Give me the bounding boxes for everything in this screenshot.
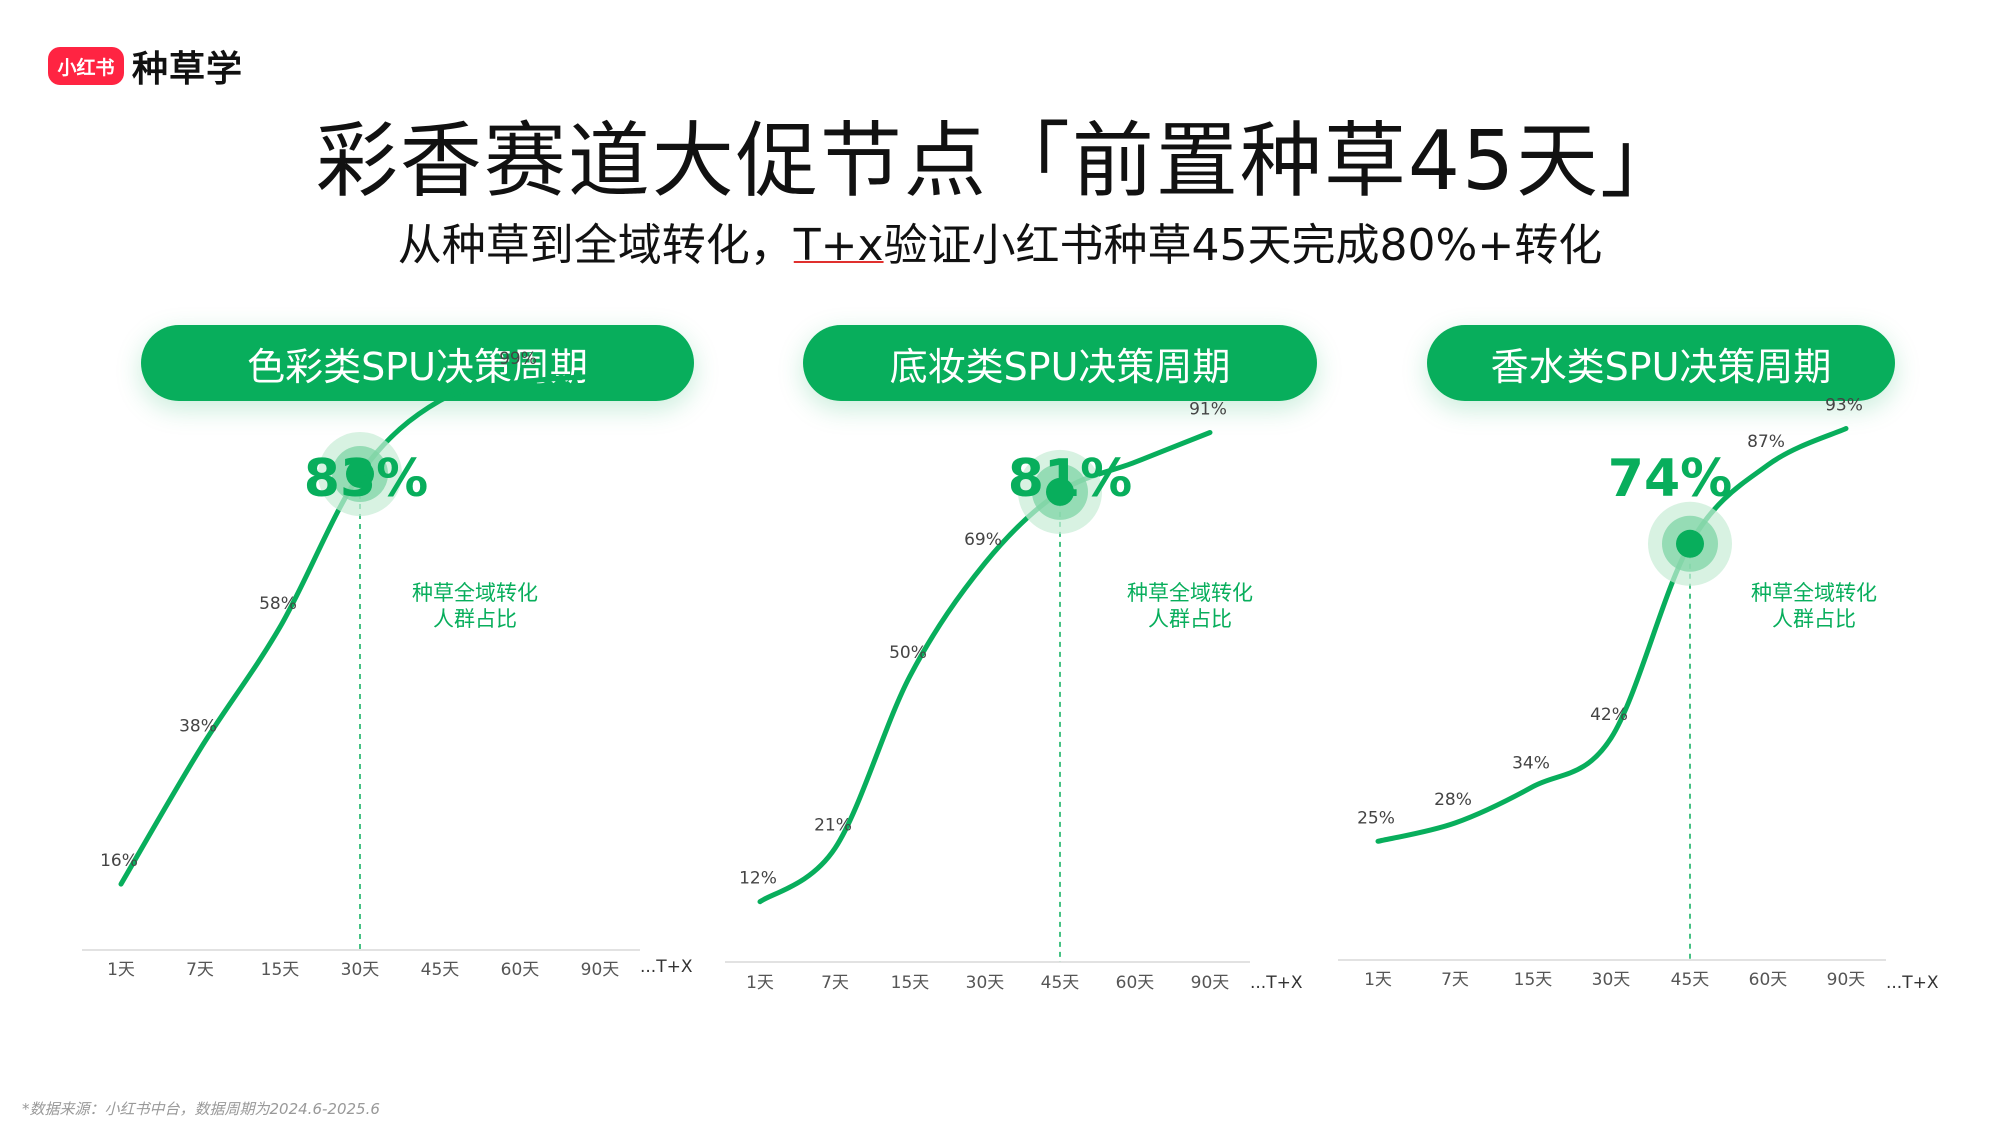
x-tick-label: 45天 (421, 960, 460, 980)
highlight-value-label: 83% (304, 449, 428, 509)
point-value-label: 28% (1434, 790, 1472, 810)
highlight-marker-dot (1676, 529, 1704, 558)
series-line (118, 373, 603, 887)
point-value-label: 93% (1825, 396, 1863, 416)
x-tick-label: 7天 (821, 973, 849, 993)
x-tick-label: 15天 (261, 960, 300, 980)
x-tick-label: 1天 (1364, 970, 1392, 990)
page-title: 彩香赛道大促节点「前置种草45天」 (315, 114, 1685, 209)
point-value-label: 38% (179, 716, 217, 736)
brand-logo: 小红书 种草学 (48, 40, 243, 92)
x-tick-label: 7天 (1441, 970, 1469, 990)
point-value-label: 25% (1357, 808, 1395, 828)
panel-title-color: 色彩类SPU决策周期 (141, 325, 694, 401)
highlight-annotation-line: 种草全域转化 (1127, 581, 1253, 605)
x-tick-label: 45天 (1041, 973, 1080, 993)
x-axis-tail-label: ...T+X (1886, 973, 1939, 993)
point-value-label: 58% (259, 594, 297, 614)
point-value-label: 87% (1747, 432, 1785, 452)
x-axis-tail-label: ...T+X (640, 957, 693, 977)
subtitle-suffix: 验证小红书种草45天完成80%+转化 (883, 220, 1603, 271)
x-tick-label: 1天 (107, 960, 135, 980)
x-tick-label: 15天 (1514, 970, 1553, 990)
x-tick-label: 1天 (746, 973, 774, 993)
page-subtitle: 从种草到全域转化，T+x验证小红书种草45天完成80%+转化 (0, 216, 2000, 276)
highlight-annotation-line: 人群占比 (1148, 607, 1232, 631)
x-tick-label: 90天 (1827, 970, 1866, 990)
series-line (1375, 426, 1849, 844)
point-value-label: 34% (1512, 754, 1550, 774)
point-value-label: 50% (889, 643, 927, 663)
point-value-label: 69% (964, 530, 1002, 550)
highlight-value-label: 81% (1008, 449, 1132, 509)
point-value-label: 21% (814, 815, 852, 835)
highlight-annotation-line: 种草全域转化 (1751, 581, 1877, 605)
panel-title-foundation: 底妆类SPU决策周期 (803, 325, 1317, 401)
x-tick-label: 90天 (581, 960, 620, 980)
x-axis-tail-label: ...T+X (1250, 973, 1303, 993)
subtitle-prefix: 从种草到全域转化， (397, 220, 794, 271)
x-tick-label: 90天 (1191, 973, 1230, 993)
x-tick-label: 45天 (1671, 970, 1710, 990)
x-tick-label: 30天 (341, 960, 380, 980)
highlight-marker-dot (346, 460, 374, 488)
highlight-marker-dot (1046, 477, 1074, 506)
x-tick-label: 7天 (186, 960, 214, 980)
x-tick-label: 30天 (1592, 970, 1631, 990)
brand-name: 种草学 (132, 49, 244, 90)
point-value-label: 42% (1590, 705, 1628, 725)
highlight-annotation-line: 种草全域转化 (412, 581, 538, 605)
point-value-label: 99% (499, 349, 537, 369)
x-tick-label: 60天 (501, 960, 540, 980)
x-tick-label: 60天 (1116, 973, 1155, 993)
x-tick-label: 30天 (966, 973, 1005, 993)
xiaohongshu-badge: 小红书 (48, 47, 124, 85)
point-value-label: 91% (1189, 400, 1227, 420)
highlight-value-label: 74% (1608, 449, 1732, 509)
x-tick-label: 15天 (891, 973, 930, 993)
highlight-annotation-line: 人群占比 (433, 607, 517, 631)
point-value-label: 16% (100, 851, 138, 871)
footnote: *数据来源：小红书中台，数据周期为2024.6-2025.6 (22, 1100, 380, 1118)
series-line (757, 430, 1213, 905)
point-value-label: 12% (739, 869, 777, 889)
highlight-annotation-line: 人群占比 (1772, 607, 1856, 631)
x-tick-label: 60天 (1749, 970, 1788, 990)
panel-title-fragrance: 香水类SPU决策周期 (1427, 325, 1895, 401)
subtitle-underlined: T+x (793, 220, 884, 271)
